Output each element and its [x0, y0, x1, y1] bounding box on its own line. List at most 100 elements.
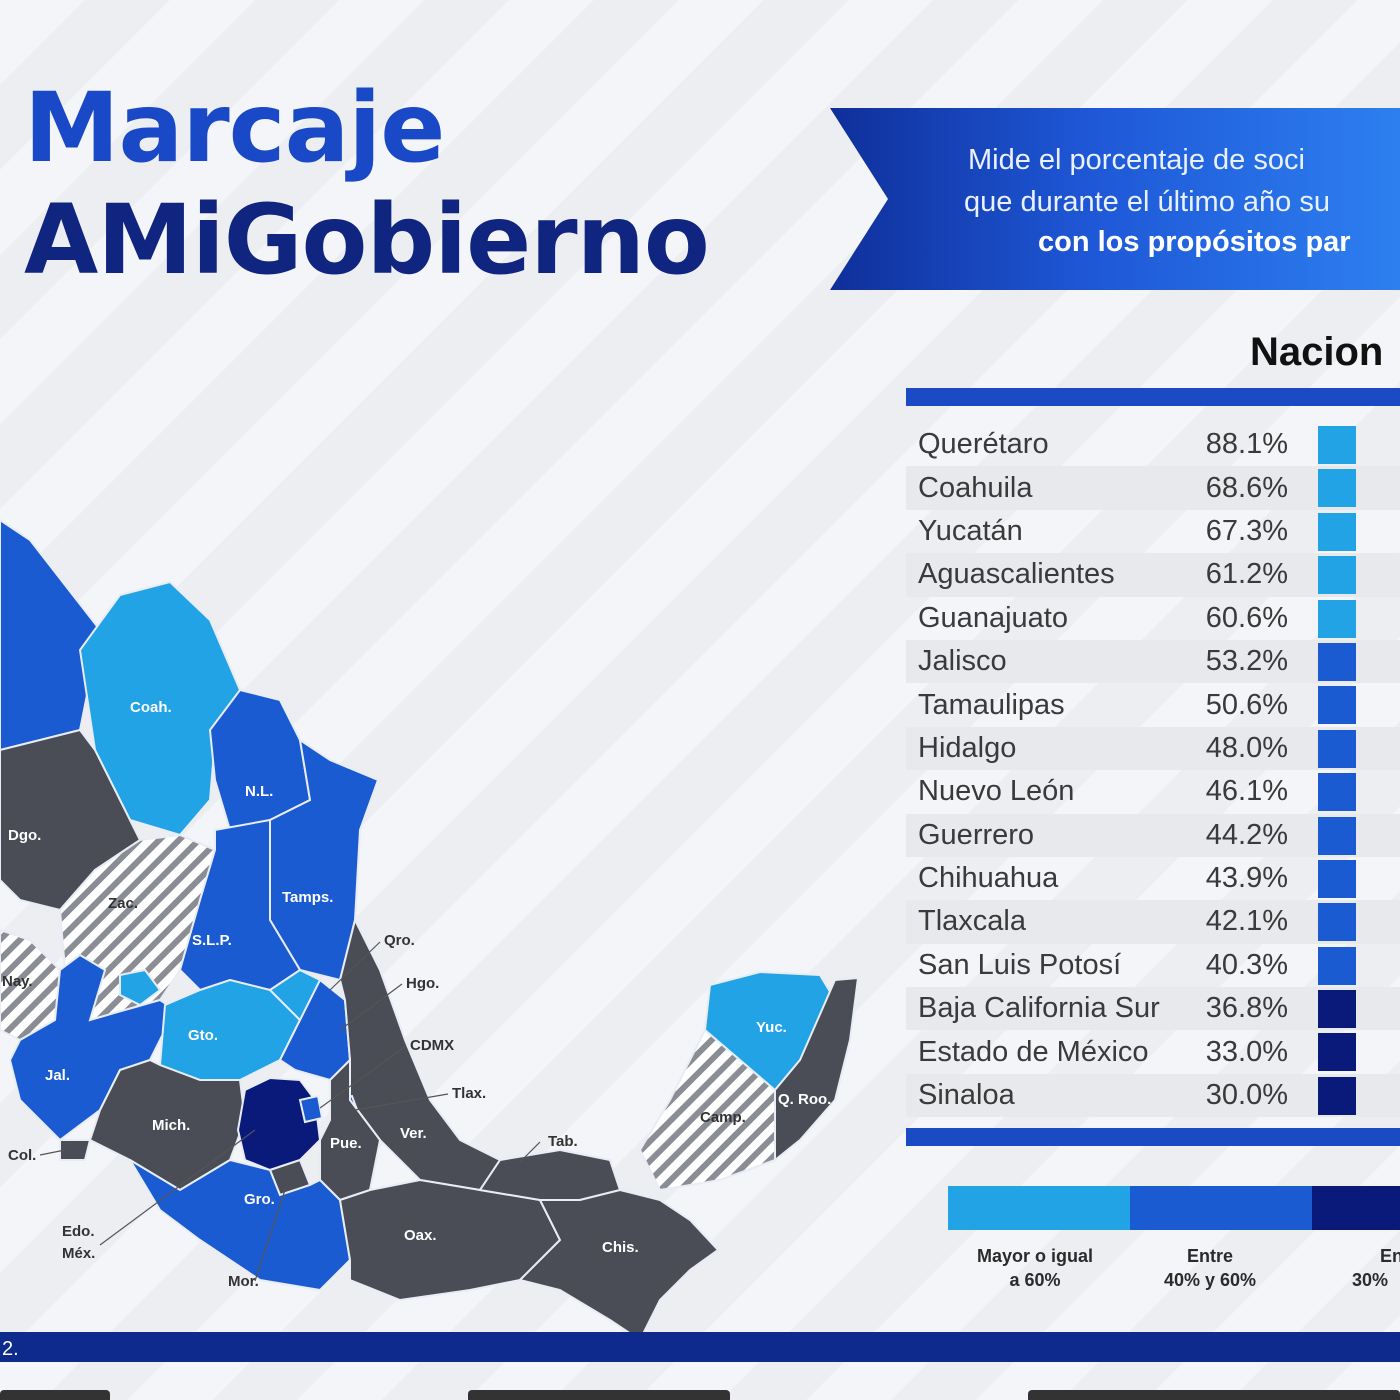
map-state-chiapas [518, 1188, 720, 1342]
table-bottom-bar [906, 1128, 1400, 1146]
state-percentage: 68.6% [1205, 471, 1288, 504]
state-percentage: 44.2% [1205, 818, 1288, 851]
legend-mid-line-1: Entre [1186, 1246, 1233, 1266]
map-label-coah: Coah. [130, 699, 172, 716]
state-tier-swatch [1318, 946, 1356, 985]
map-label-gto: Gto. [188, 1027, 218, 1044]
state-name: Yucatán [918, 514, 1023, 547]
state-tier-swatch [1318, 990, 1356, 1029]
legend-swatch-low [1312, 1186, 1400, 1230]
banner-line-2: que durante el último año su [964, 186, 1330, 218]
map-state-quintana-roo [774, 976, 860, 1163]
state-name: Hidalgo [918, 731, 1017, 764]
state-tier-swatch [1318, 599, 1356, 638]
state-name: Baja California Sur [918, 992, 1160, 1025]
state-tier-swatch [1318, 816, 1356, 855]
state-percentage: 50.6% [1205, 688, 1288, 721]
state-tier-swatch [1318, 642, 1356, 681]
state-tier-swatch [1318, 903, 1356, 942]
description-banner: Mide el porcentaje de soci que durante e… [830, 108, 1400, 290]
table-row: Coahuila 68.6% [906, 466, 1400, 510]
table-top-bar [906, 388, 1400, 406]
table-row: Guerrero 44.2% [906, 813, 1400, 857]
legend-mid-line-2: 40% y 60% [1163, 1270, 1257, 1290]
legend-swatch-high [948, 1186, 1130, 1230]
state-percentage: 67.3% [1205, 514, 1288, 547]
state-name: Sinaloa [918, 1079, 1015, 1112]
table-row: Tamaulipas 50.6% [906, 683, 1400, 726]
state-tier-swatch [1318, 1033, 1356, 1072]
state-percentage: 48.0% [1205, 731, 1288, 764]
footer-tab-3 [1028, 1390, 1400, 1400]
state-tier-swatch [1318, 426, 1356, 464]
map-label-gro: Gro. [244, 1191, 275, 1208]
table-row: San Luis Potosí 40.3% [906, 944, 1400, 987]
map-label-edo-mex-1: Edo. [62, 1223, 95, 1240]
table-row: Yucatán 67.3% [906, 510, 1400, 553]
table-row: Aguascalientes 61.2% [906, 553, 1400, 597]
state-name: Nuevo León [918, 775, 1075, 808]
state-tier-swatch [1318, 469, 1356, 508]
table-row: Guanajuato 60.6% [906, 597, 1400, 640]
map-label-oax: Oax. [404, 1227, 437, 1244]
footer-tab-2 [468, 1390, 730, 1400]
map-label-hgo: Hgo. [406, 975, 439, 992]
state-name: Aguascalientes [918, 558, 1115, 591]
state-name: Tlaxcala [918, 905, 1026, 938]
state-percentage: 46.1% [1205, 775, 1288, 808]
map-leader-lines [39, 941, 541, 1282]
state-name: Guerrero [918, 818, 1035, 851]
map-state-colima [59, 1139, 92, 1161]
legend-low-line-2: 30% [1352, 1270, 1389, 1290]
state-percentage: 60.6% [1205, 601, 1288, 634]
state-name: Jalisco [918, 645, 1007, 678]
footer-bar [0, 1332, 1400, 1362]
state-tier-swatch [1318, 1076, 1356, 1115]
map-label-mich: Mich. [152, 1117, 190, 1134]
table-row: Sinaloa 30.0% [906, 1073, 1400, 1118]
banner-line-3: con los propósitos par [1038, 226, 1351, 258]
map-label-ver: Ver. [400, 1125, 427, 1142]
table-row: Tlaxcala 42.1% [906, 900, 1400, 944]
state-tier-swatch [1318, 773, 1356, 812]
map-state-estado-de-mexico [236, 1076, 322, 1172]
map-label-zac: Zac. [108, 895, 138, 912]
state-tier-swatch [1318, 686, 1356, 725]
legend-low-line-1: En [1380, 1246, 1400, 1266]
state-percentage: 36.8% [1205, 992, 1288, 1025]
map-state-cdmx [298, 1094, 324, 1124]
state-percentage: 42.1% [1205, 905, 1288, 938]
state-name: Estado de México [918, 1035, 1149, 1068]
map-label-tlax: Tlax. [452, 1085, 486, 1102]
map-label-qro: Qro. [384, 932, 415, 949]
map-state-guerrero [129, 1158, 352, 1292]
table-row: Baja California Sur 36.8% [906, 987, 1400, 1031]
map-label-nay: Nay. [2, 973, 33, 990]
map-label-dgo: Dgo. [8, 827, 41, 844]
state-name: San Luis Potosí [918, 948, 1122, 981]
legend-label-mid: Entre 40% y 60% [1130, 1244, 1290, 1292]
map-label-tamps: Tamps. [282, 889, 333, 906]
table-row: Estado de México 33.0% [906, 1030, 1400, 1073]
state-percentage: 40.3% [1205, 948, 1288, 981]
map-label-col: Col. [8, 1147, 36, 1164]
table-row: Chihuahua 43.9% [906, 857, 1400, 900]
state-percentage: 53.2% [1205, 645, 1288, 678]
map-state-tabasco [478, 1148, 622, 1201]
table-row: Nuevo León 46.1% [906, 770, 1400, 813]
map-state-chihuahua [0, 518, 102, 752]
map-label-mor: Mor. [228, 1273, 259, 1290]
map-label-qroo: Q. Roo. [778, 1091, 831, 1108]
page-title: Marcaje AMiGobierno [24, 72, 710, 296]
state-percentage: 30.0% [1205, 1079, 1288, 1112]
banner-line-1: Mide el porcentaje de soci [968, 144, 1305, 176]
state-name: Chihuahua [918, 862, 1059, 895]
state-name: Querétaro [918, 428, 1049, 461]
map-label-jal: Jal. [45, 1067, 70, 1084]
state-percentage: 33.0% [1205, 1035, 1288, 1068]
map-state-aguascalientes [119, 968, 162, 1007]
legend-high-line-2: a 60% [1009, 1270, 1061, 1290]
title-line-1: Marcaje [24, 72, 445, 184]
title-line-2: AMiGobierno [24, 184, 710, 296]
state-name: Tamaulipas [918, 688, 1065, 721]
